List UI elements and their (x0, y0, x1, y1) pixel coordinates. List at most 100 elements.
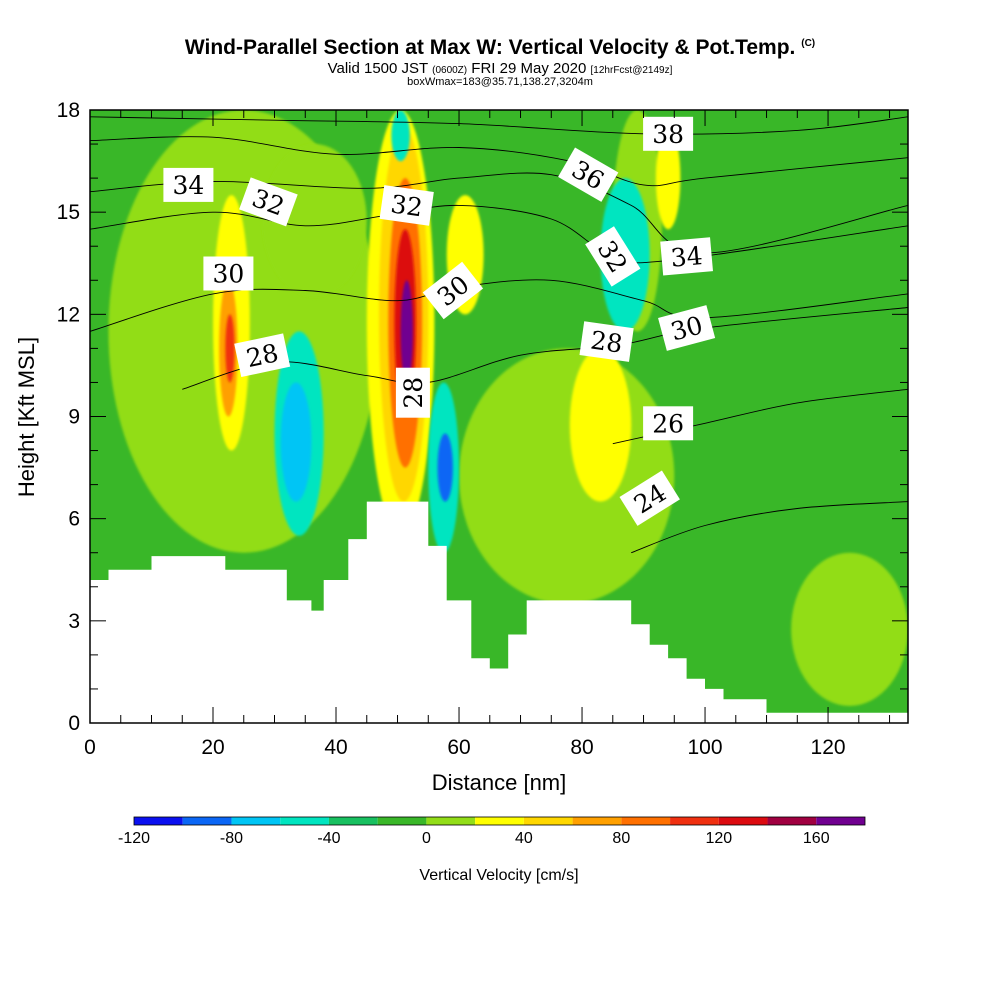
colorbar-bin (328, 817, 378, 825)
theta-contour-24 (631, 501, 908, 554)
y-tick-label: 12 (57, 303, 80, 326)
theta-contour-36 (90, 136, 908, 187)
contour-label-text: 32 (389, 189, 425, 222)
contour-label-text: 28 (244, 338, 281, 373)
colorbar-bin (621, 817, 671, 825)
colorbar-bin (718, 817, 768, 825)
colorbar-label: -80 (220, 830, 243, 847)
chart-title-text: Wind-Parallel Section at Max W: Vertical… (184, 36, 796, 59)
contour-label: 32 (239, 177, 298, 227)
colorbar-bin (182, 817, 232, 825)
y-tick-label: 9 (68, 406, 80, 429)
y-axis-title: Height [Kft MSL] (14, 337, 39, 497)
y-tick-label: 3 (68, 610, 80, 633)
velocity-cell (391, 110, 410, 162)
contour-label: 26 (643, 406, 694, 441)
colorbar-bin (475, 817, 524, 825)
colorbar-bin (280, 817, 329, 825)
colorbar-bin (426, 817, 476, 825)
contour-label: 34 (163, 167, 214, 202)
contour-label-box (585, 226, 641, 287)
colorbar-bin (670, 817, 719, 825)
contour-label-box (422, 261, 484, 320)
contour-label-text: 28 (589, 326, 625, 359)
velocity-cell (791, 552, 908, 706)
forecast-info: [12hrFcst@2149z] (590, 65, 673, 76)
terrain-mask (90, 501, 908, 723)
velocity-cell (225, 314, 235, 383)
contour-label-box (643, 116, 694, 151)
colorbar-label: 0 (422, 830, 431, 847)
contour-label: 38 (643, 116, 694, 151)
contour-label: 28 (395, 367, 430, 418)
velocity-cell (569, 348, 632, 502)
contour-label: 30 (203, 256, 254, 291)
terrain (90, 501, 908, 723)
colorbar-bin (523, 817, 573, 825)
colorbar-bin (231, 817, 281, 825)
contour-label: 30 (658, 305, 716, 351)
valid-date: FRI 29 May 2020 (471, 60, 587, 77)
contour-label-box (234, 333, 291, 378)
contour-label-text: 34 (670, 241, 704, 273)
colorbar-bin (572, 817, 622, 825)
valid-utc: (0600Z) (432, 65, 468, 76)
valid-time: Valid 1500 JST (0600Z) FRI 29 May 2020 [… (0, 60, 1000, 77)
contour-label-text: 34 (172, 171, 204, 200)
contour-label: 28 (234, 333, 291, 378)
contour-label-text: 26 (652, 409, 684, 438)
contour-label-box (619, 470, 680, 526)
x-tick-label: 120 (811, 736, 846, 759)
colorbar-bin (377, 817, 427, 825)
x-tick-label: 100 (688, 736, 723, 759)
colorbar-label: -120 (118, 830, 150, 847)
contour-label-box (163, 167, 214, 202)
colorbar: -120 -80 -40 0 40 80 120 160 (118, 816, 866, 847)
y-tick-label: 0 (68, 712, 80, 735)
contour-label: 32 (379, 185, 434, 226)
contour-label-box (395, 367, 430, 418)
colorbar-label: -40 (317, 830, 340, 847)
velocity-cell (459, 348, 675, 604)
theta-contour-28 (182, 307, 908, 390)
contour-label-text: 38 (652, 120, 684, 149)
contour-label-text: 30 (212, 260, 244, 289)
y-tick-label: 6 (68, 508, 80, 531)
colorbar-label: 40 (515, 830, 533, 847)
copyright-mark: (C) (801, 38, 816, 49)
colorbar-label: 160 (803, 830, 830, 847)
contour-label-text: 28 (399, 377, 428, 409)
x-axis-title: Distance [nm] (432, 770, 567, 795)
y-tick-label: 15 (57, 201, 80, 224)
velocity-cell (400, 280, 413, 383)
x-tick-label: 80 (570, 736, 593, 759)
x-tick-label: 20 (201, 736, 224, 759)
colorbar-bin (134, 817, 183, 825)
axes: 0 20 40 60 80 100 120 0 3 6 9 12 15 18 (57, 99, 908, 759)
contour-label-box (658, 305, 716, 351)
y-tick-label: 18 (57, 99, 80, 122)
colorbar-title: Vertical Velocity [cm/s] (419, 867, 578, 884)
velocity-cell (262, 144, 367, 298)
colorbar-bin (767, 817, 817, 825)
contour-label-box (660, 237, 713, 276)
chart-title: Wind-Parallel Section at Max W: Vertical… (0, 36, 1000, 60)
contour-label-box (239, 177, 298, 227)
x-tick-label: 0 (84, 736, 96, 759)
velocity-cell (437, 433, 453, 502)
contour-label-box (558, 147, 619, 202)
box-info: boxWmax=183@35.71,138.27,3204m (407, 76, 593, 88)
velocity-cell (280, 382, 312, 502)
colorbar-label: 80 (612, 830, 630, 847)
colorbar-bin (816, 817, 865, 825)
colorbar-frame (133, 816, 866, 826)
colorbar-label: 120 (705, 830, 732, 847)
contour-label: 28 (579, 321, 634, 362)
contour-label-box (203, 256, 254, 291)
x-tick-label: 60 (447, 736, 470, 759)
contour-label-box (643, 406, 694, 441)
x-tick-label: 40 (324, 736, 347, 759)
